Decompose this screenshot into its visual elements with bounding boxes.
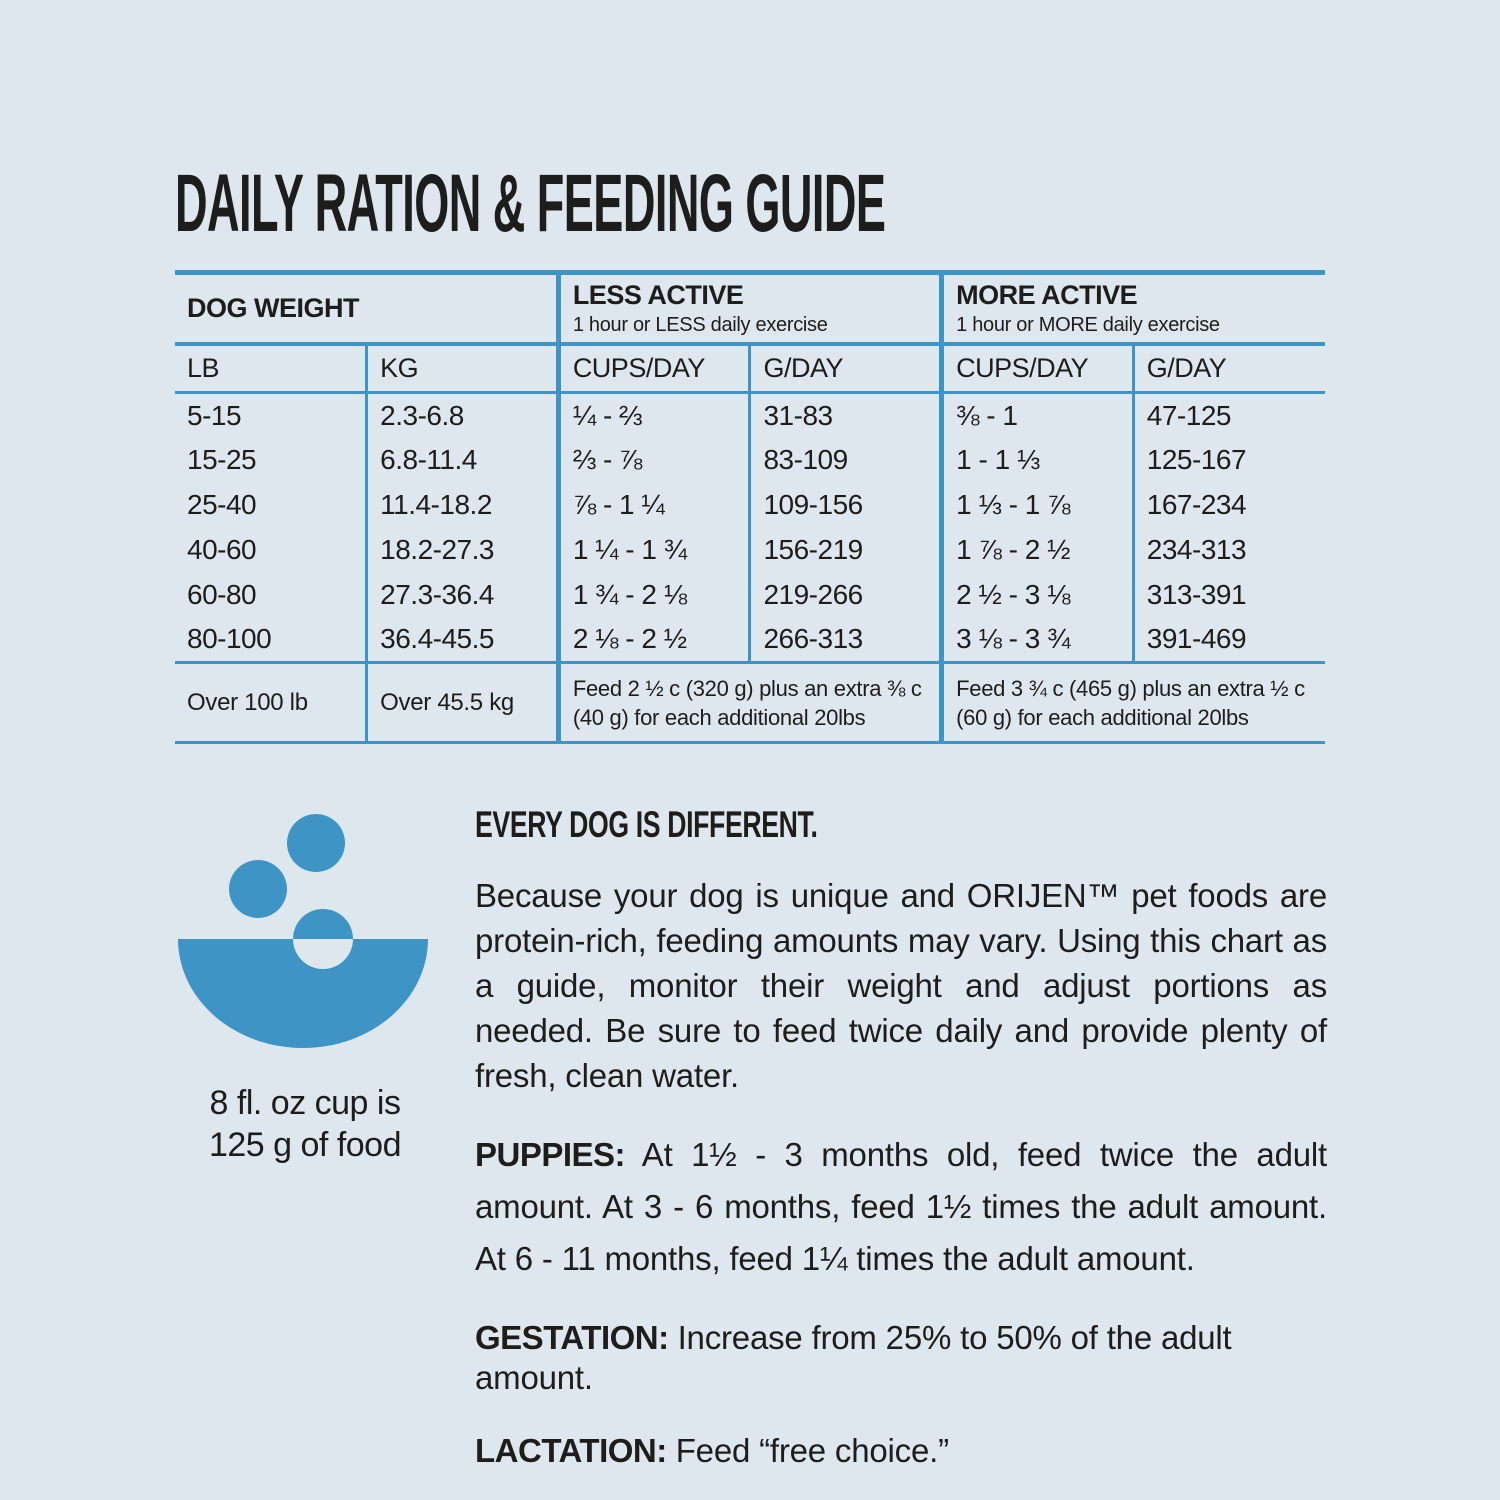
- kg-range-cell: 27.3-36.4: [365, 572, 559, 618]
- col-header-cups-more: CUPS/DAY: [939, 343, 1134, 394]
- dog-weight-label: DOG WEIGHT: [187, 292, 359, 323]
- more-grams-cell: 125-167: [1131, 437, 1325, 483]
- more-grams-cell: 167-234: [1131, 482, 1325, 528]
- weight-row: 5-15 2.3-6.8 ¼ - ⅔ 31-83 ⅜ - 1 47-125: [175, 392, 1325, 438]
- more-cups-cell: 1 ⅞ - 2 ½: [939, 527, 1134, 573]
- gestation-text: Increase from 25% to 50% of the adult am…: [475, 1319, 1232, 1396]
- more-active-label: MORE ACTIVE: [956, 279, 1138, 310]
- more-cups-cell: 1 - 1 ⅓: [939, 437, 1134, 483]
- kg-range-cell: 2.3-6.8: [365, 392, 559, 438]
- lactation-note: LACTATION: Feed “free choice.”: [475, 1431, 1327, 1471]
- over-kg-cell: Over 45.5 kg: [365, 661, 559, 743]
- puppies-text: At 1½ - 3 months old, feed twice the adu…: [475, 1136, 1327, 1277]
- dog-food-bowl-icon: [175, 806, 433, 1055]
- info-heading: EVERY DOG IS DIFFERENT.: [475, 804, 818, 845]
- more-cups-cell: 3 ⅛ - 3 ¾: [939, 617, 1134, 663]
- weight-row: 25-40 11.4-18.2 ⅞ - 1 ¼ 109-156 1 ⅓ - 1 …: [175, 482, 1325, 528]
- less-grams-cell: 83-109: [748, 437, 942, 483]
- cup-note-line2: 125 g of food: [208, 1126, 402, 1164]
- more-cups-cell: ⅜ - 1: [939, 392, 1134, 438]
- less-cups-cell: ¼ - ⅔: [555, 392, 750, 438]
- gestation-note: GESTATION: Increase from 25% to 50% of t…: [475, 1318, 1327, 1398]
- less-cups-cell: ⅞ - 1 ¼: [555, 482, 750, 528]
- puppies-label: PUPPIES:: [475, 1136, 626, 1173]
- kg-range-cell: 11.4-18.2: [365, 482, 559, 528]
- table-group-header-row: DOG WEIGHT LESS ACTIVE 1 hour or LESS da…: [175, 272, 1325, 346]
- col-header-lb: LB: [175, 343, 367, 394]
- group-header-more-active: MORE ACTIVE 1 hour or MORE daily exercis…: [939, 272, 1325, 346]
- col-header-kg: KG: [365, 343, 559, 394]
- more-grams-cell: 47-125: [1131, 392, 1325, 438]
- more-active-subtitle: 1 hour or MORE daily exercise: [956, 313, 1220, 336]
- feeding-table: DOG WEIGHT LESS ACTIVE 1 hour or LESS da…: [175, 270, 1325, 744]
- weight-row: 40-60 18.2-27.3 1 ¼ - 1 ¾ 156-219 1 ⅞ - …: [175, 527, 1325, 573]
- weight-row: 15-25 6.8-11.4 ⅔ - ⅞ 83-109 1 - 1 ⅓ 125-…: [175, 437, 1325, 483]
- puppies-note: PUPPIES: At 1½ - 3 months old, feed twic…: [475, 1129, 1327, 1285]
- less-active-label: LESS ACTIVE: [572, 279, 744, 310]
- kibble-circle: [229, 860, 287, 918]
- lb-range-cell: 25-40: [187, 489, 257, 520]
- more-grams-cell: 313-391: [1131, 572, 1325, 618]
- less-grams-cell: 31-83: [748, 392, 942, 438]
- gestation-label: GESTATION:: [475, 1319, 669, 1356]
- cup-equivalence-note: 8 fl. oz cup is 125 g of food: [160, 1082, 450, 1166]
- col-header-grams-less: G/DAY: [748, 343, 942, 394]
- less-active-subtitle: 1 hour or LESS daily exercise: [572, 313, 828, 336]
- group-header-less-active: LESS ACTIVE 1 hour or LESS daily exercis…: [555, 272, 942, 346]
- info-column: EVERY DOG IS DIFFERENT. Because your dog…: [475, 806, 1327, 1471]
- less-cups-cell: 1 ¾ - 2 ⅛: [555, 572, 750, 618]
- kibble-circle: [287, 814, 345, 872]
- weight-row: 80-100 36.4-45.5 2 ⅛ - 2 ½ 266-313 3 ⅛ -…: [175, 617, 1325, 663]
- lactation-text: Feed “free choice.”: [666, 1432, 949, 1469]
- table-column-header-row: LB KG CUPS/DAY G/DAY CUPS/DAY G/DAY: [175, 343, 1325, 394]
- intro-paragraph: Because your dog is unique and ORIJEN™ p…: [475, 877, 1327, 1094]
- page-title: DAILY RATION & FEEDING GUIDE: [175, 158, 886, 249]
- lb-range-cell: 5-15: [187, 399, 242, 431]
- more-cups-cell: 1 ⅓ - 1 ⅞: [939, 482, 1134, 528]
- more-grams-cell: 234-313: [1131, 527, 1325, 573]
- lb-range-cell: 80-100: [187, 623, 272, 655]
- less-cups-cell: 2 ⅛ - 2 ½: [555, 617, 750, 663]
- more-cups-cell: 2 ½ - 3 ⅛: [939, 572, 1134, 618]
- lactation-label: LACTATION:: [475, 1432, 667, 1469]
- weight-row: 60-80 27.3-36.4 1 ¾ - 2 ⅛ 219-266 2 ½ - …: [175, 572, 1325, 618]
- lb-range-cell: 40-60: [187, 534, 257, 565]
- lb-range-cell: 60-80: [187, 579, 257, 610]
- less-grams-cell: 266-313: [748, 617, 942, 663]
- less-cups-cell: ⅔ - ⅞: [555, 437, 750, 483]
- kg-range-cell: 36.4-45.5: [365, 617, 559, 663]
- cup-note-line1: 8 fl. oz cup is: [209, 1084, 401, 1122]
- less-grams-cell: 219-266: [748, 572, 942, 618]
- less-grams-cell: 109-156: [748, 482, 942, 528]
- kg-range-cell: 18.2-27.3: [365, 527, 559, 573]
- lb-range-cell: 15-25: [187, 444, 257, 475]
- less-cups-cell: 1 ¼ - 1 ¾: [555, 527, 750, 573]
- less-grams-cell: 156-219: [748, 527, 942, 573]
- col-header-grams-more: G/DAY: [1131, 343, 1325, 394]
- over-more-feed-cell: Feed 3 ¾ c (465 g) plus an extra ½ c (60…: [939, 661, 1325, 743]
- group-header-dog-weight: DOG WEIGHT: [175, 272, 559, 346]
- col-header-cups-less: CUPS/DAY: [555, 343, 750, 394]
- kg-range-cell: 6.8-11.4: [365, 437, 559, 483]
- over-less-feed-cell: Feed 2 ½ c (320 g) plus an extra ⅜ c (40…: [555, 661, 942, 743]
- kibble-circle: [293, 909, 353, 939]
- over-100lb-row: Over 100 lb Over 45.5 kg Feed 2 ½ c (320…: [175, 661, 1325, 743]
- more-grams-cell: 391-469: [1131, 617, 1325, 663]
- over-lb-cell: Over 100 lb: [175, 661, 367, 743]
